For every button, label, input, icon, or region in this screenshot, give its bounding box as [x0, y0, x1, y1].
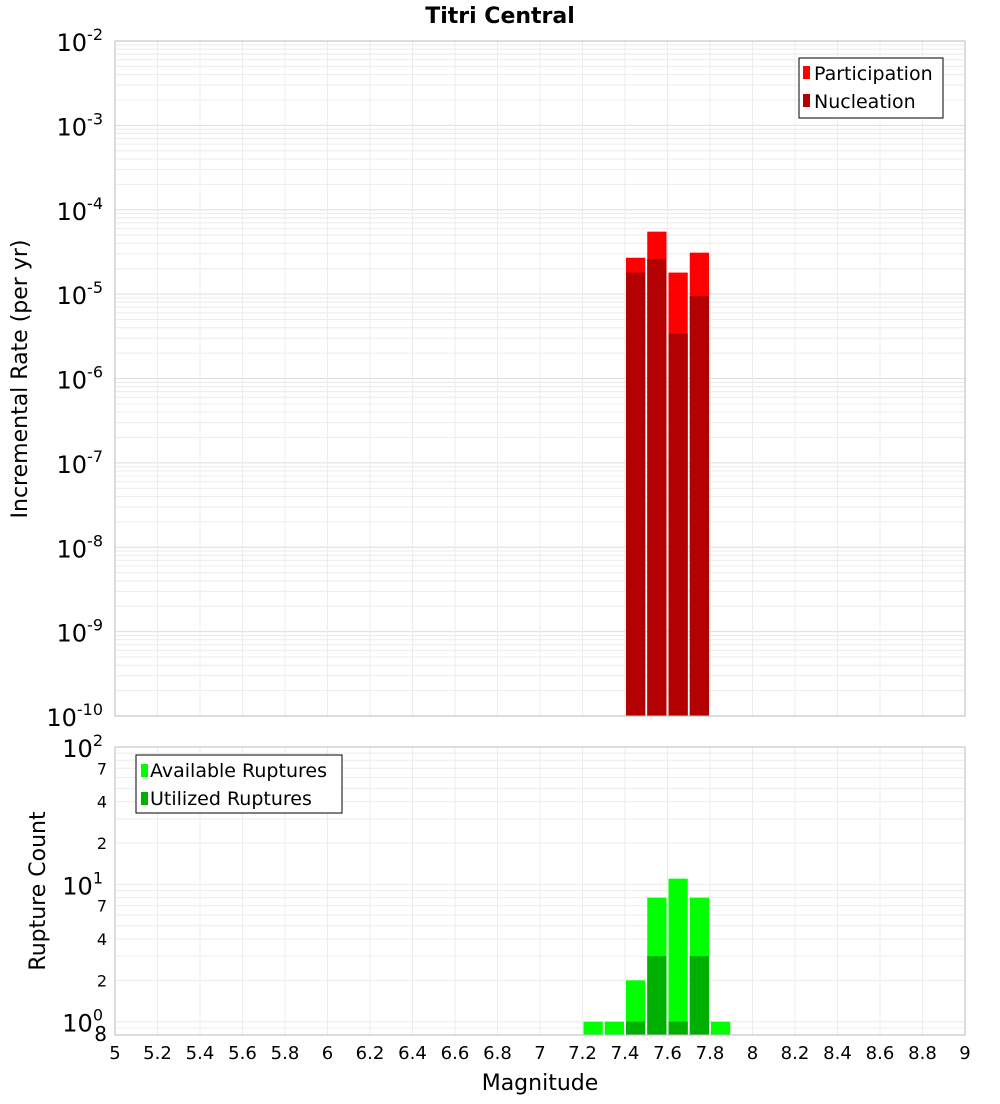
x-tick-label: 7.4: [611, 1043, 640, 1064]
available-ruptures-bar: [626, 980, 646, 1035]
x-tick-label: 8.8: [908, 1043, 937, 1064]
y-tick-label: 7: [97, 759, 107, 778]
utilized-ruptures-bar: [689, 956, 709, 1035]
utilized-ruptures-bar: [647, 956, 667, 1035]
y-tick-label: 8: [94, 1022, 107, 1046]
bottom-plot-border: [114, 746, 966, 1036]
bottom-y-axis-label: Rupture Count: [26, 811, 51, 971]
x-tick-label: 5.4: [186, 1043, 215, 1064]
x-tick-label: 5.2: [143, 1043, 172, 1064]
y-tick-label: 10-3: [57, 109, 104, 141]
x-tick-label: 8: [747, 1043, 758, 1064]
utilized-ruptures-bar: [668, 1021, 688, 1035]
legend-box: [798, 57, 944, 119]
x-tick-label: 6.6: [441, 1043, 470, 1064]
x-tick-label: 7.8: [696, 1043, 725, 1064]
x-tick-label: 8.4: [823, 1043, 852, 1064]
x-tick-label: 7.2: [568, 1043, 597, 1064]
y-tick-label: 2: [97, 971, 107, 990]
y-tick-label: 10-2: [57, 25, 104, 57]
legend-swatch: [803, 66, 810, 79]
x-tick-label: 5: [109, 1043, 120, 1064]
available-ruptures-bar: [583, 1021, 603, 1035]
legend-label: Available Ruptures: [150, 760, 327, 782]
chart-title: Titri Central: [425, 4, 575, 29]
utilized-ruptures-bar: [626, 1021, 646, 1035]
legend-swatch: [141, 792, 148, 805]
y-tick-label: 10-9: [57, 616, 104, 648]
x-tick-label: 7.6: [653, 1043, 682, 1064]
x-tick-label: 6.2: [356, 1043, 385, 1064]
nucleation-bar: [668, 333, 688, 716]
bottom-legend: Available Ruptures Utilized Ruptures: [135, 754, 343, 814]
nucleation-bar: [689, 296, 709, 716]
x-tick-label: 5.6: [228, 1043, 257, 1064]
x-tick-label: 6: [322, 1043, 333, 1064]
x-tick-label: 6.8: [483, 1043, 512, 1064]
top-y-axis-label: Incremental Rate (per yr): [8, 240, 33, 519]
x-tick-label: 6.4: [398, 1043, 427, 1064]
available-ruptures-bar: [604, 1021, 624, 1035]
legend-swatch: [803, 94, 810, 107]
y-tick-label: 101: [62, 868, 103, 900]
x-tick-label: 7: [534, 1043, 545, 1064]
available-ruptures-bar: [711, 1021, 731, 1035]
legend-box: [135, 754, 343, 814]
nucleation-bar: [647, 259, 667, 716]
y-tick-label: 10-5: [57, 278, 104, 310]
x-tick-label: 5.8: [271, 1043, 300, 1064]
x-axis-label: Magnitude: [482, 1071, 599, 1096]
y-tick-label: 10-7: [57, 447, 104, 479]
top-plot-border: [114, 40, 966, 717]
legend-label: Participation: [814, 63, 933, 85]
x-tick-label: 8.6: [866, 1043, 895, 1064]
y-tick-label: 102: [62, 731, 103, 763]
y-tick-label: 100: [62, 1006, 103, 1038]
nucleation-bar: [626, 272, 646, 716]
top-legend: Participation Nucleation: [798, 57, 944, 119]
y-tick-label: 10-6: [57, 363, 104, 395]
y-tick-label: 10-4: [57, 194, 104, 226]
legend-label: Utilized Ruptures: [150, 788, 312, 810]
y-tick-label: 7: [97, 897, 107, 916]
legend-swatch: [141, 764, 148, 777]
y-tick-label: 10-8: [57, 531, 104, 563]
y-tick-label: 4: [97, 930, 107, 949]
x-tick-label: 8.2: [781, 1043, 810, 1064]
legend-label: Nucleation: [814, 91, 916, 113]
y-tick-label: 10-10: [46, 700, 103, 732]
y-tick-label: 4: [97, 793, 107, 812]
y-tick-label: 2: [97, 834, 107, 853]
available-ruptures-bar: [668, 878, 688, 1035]
x-tick-label: 9: [959, 1043, 970, 1064]
